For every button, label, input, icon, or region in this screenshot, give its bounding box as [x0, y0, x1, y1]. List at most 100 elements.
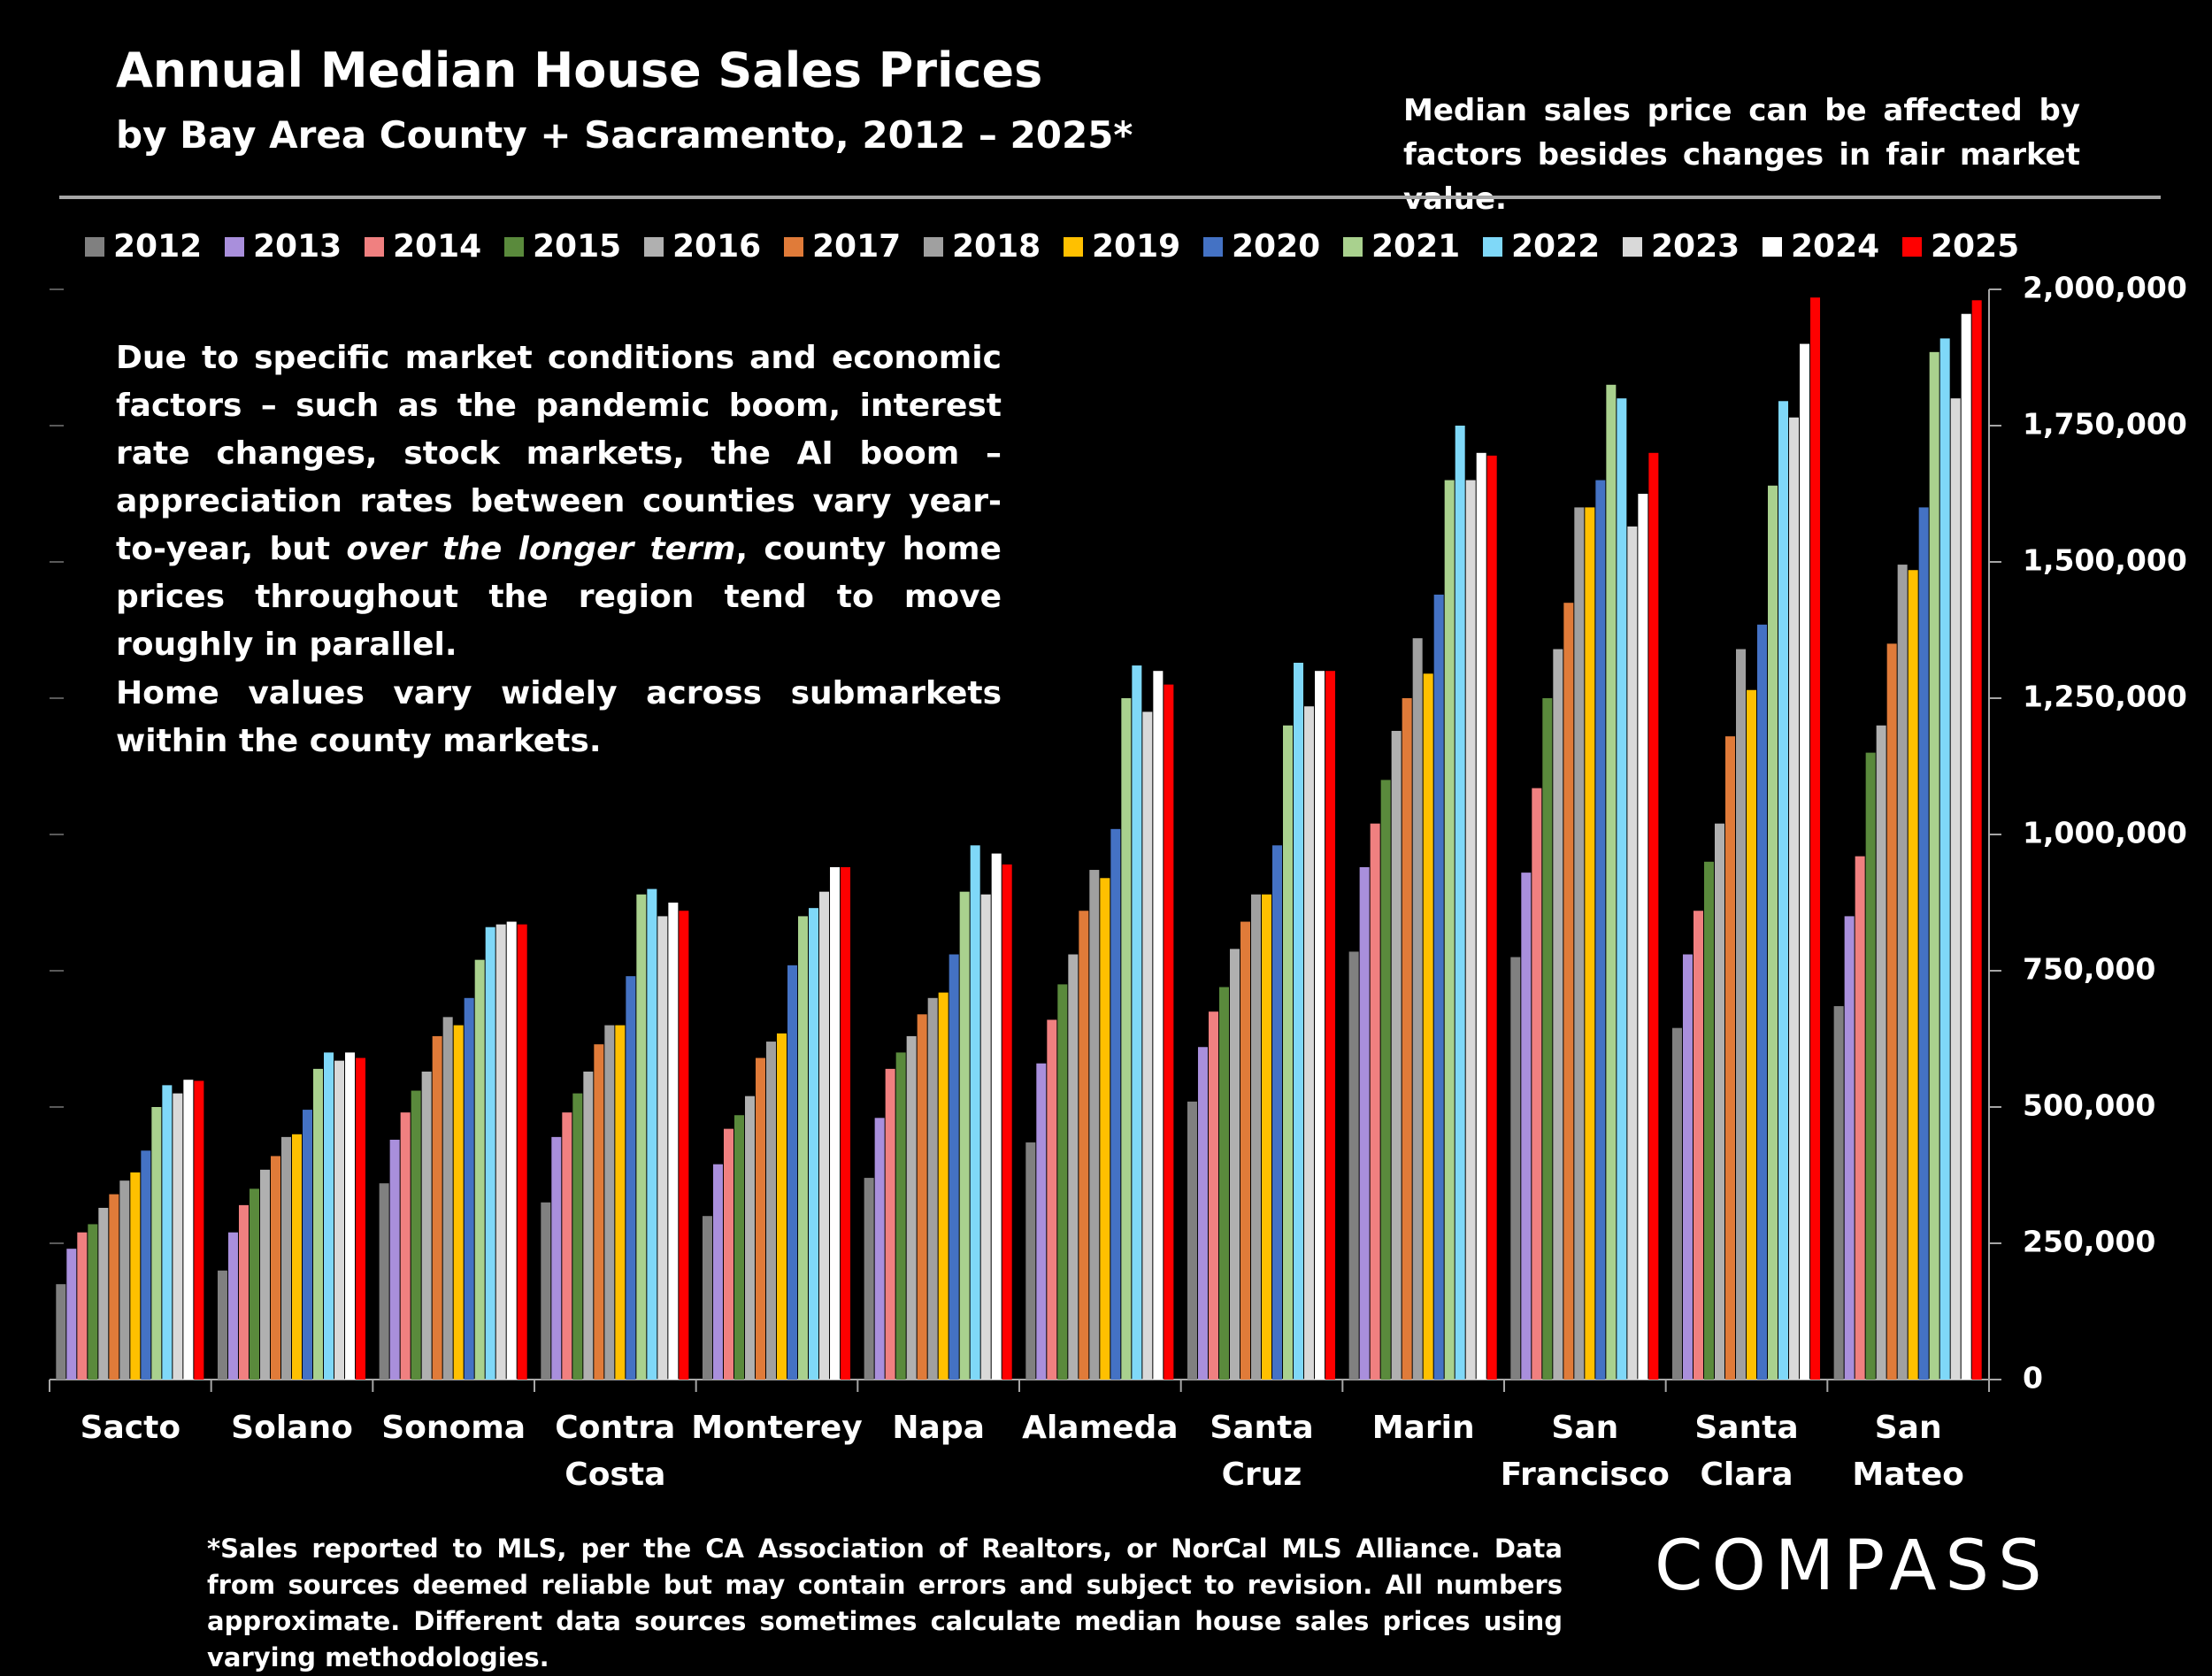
bar — [238, 1204, 249, 1380]
bar — [1283, 725, 1294, 1380]
x-tick-label: Santa Cruz — [1210, 1410, 1314, 1493]
bar — [1110, 828, 1121, 1380]
x-tick-label: Monterey — [691, 1410, 863, 1446]
legend: 2012 2013 2014 2015 2016 2017 2018 2019 2020 2021… — [85, 228, 2042, 265]
bar — [712, 1164, 723, 1380]
bar — [194, 1080, 204, 1380]
legend-item: 2020 — [1203, 228, 1343, 265]
bar — [1886, 643, 1897, 1380]
legend-label: 2020 — [1232, 228, 1321, 265]
bar — [259, 1169, 270, 1380]
divider — [59, 196, 2161, 199]
bar — [1703, 861, 1714, 1380]
bar — [1486, 455, 1497, 1380]
legend-swatch — [924, 236, 943, 257]
bar — [66, 1249, 77, 1380]
bar — [949, 954, 959, 1380]
legend-label: 2019 — [1092, 228, 1181, 265]
bar — [1532, 788, 1542, 1380]
bar — [874, 1118, 885, 1380]
x-tick-label: Solano — [231, 1410, 353, 1446]
legend-swatch — [365, 236, 384, 257]
bar — [1671, 1027, 1682, 1380]
bar — [1208, 1011, 1218, 1380]
bar — [1153, 671, 1164, 1380]
bar — [1735, 649, 1746, 1380]
annotation: Due to specific market conditions and ec… — [116, 334, 1002, 669]
bar — [1229, 949, 1240, 1380]
bar — [442, 1017, 453, 1380]
bar — [119, 1180, 130, 1380]
bar — [733, 1115, 744, 1380]
bar — [1455, 426, 1465, 1380]
bar — [162, 1085, 173, 1380]
legend-label: 2013 — [253, 228, 342, 265]
bar — [1068, 954, 1079, 1380]
bar — [809, 908, 819, 1380]
bar — [517, 924, 527, 1380]
x-tick-label: San Mateo — [1852, 1410, 1964, 1493]
chart-subtitle: by Bay Area County + Sacramento, 2012 – … — [116, 113, 1133, 157]
bar — [130, 1172, 141, 1380]
bar — [1433, 594, 1444, 1380]
bar — [1553, 649, 1563, 1380]
bar — [604, 1025, 615, 1380]
legend-item: 2018 — [924, 228, 1064, 265]
bar — [1595, 480, 1606, 1380]
bar — [1402, 698, 1412, 1380]
bar — [1897, 565, 1908, 1380]
bar — [1585, 507, 1595, 1380]
bar — [1262, 894, 1272, 1380]
bar — [895, 1052, 906, 1380]
bar — [249, 1188, 259, 1380]
bar — [777, 1033, 787, 1380]
logo: COMPASS — [1655, 1526, 2051, 1606]
legend-swatch — [225, 236, 244, 257]
bar — [1121, 698, 1132, 1380]
bar — [1939, 338, 1950, 1380]
bar — [1757, 624, 1768, 1380]
bar — [1844, 916, 1855, 1380]
bar — [755, 1057, 765, 1380]
note: Median sales price can be affected by fa… — [1403, 93, 2080, 217]
bar — [1950, 398, 1961, 1380]
legend-swatch — [1763, 236, 1782, 257]
y-tick-label: 500,000 — [2023, 1088, 2155, 1123]
bar — [1929, 351, 1939, 1380]
bar — [1047, 1019, 1057, 1380]
legend-label: 2025 — [1931, 228, 2020, 265]
bar — [1908, 570, 1918, 1380]
bar — [303, 1110, 313, 1380]
bar — [88, 1224, 98, 1380]
legend-label: 2023 — [1651, 228, 1740, 265]
bar — [1412, 638, 1423, 1380]
bar — [1876, 725, 1886, 1380]
bar — [668, 903, 679, 1380]
bar — [679, 911, 689, 1380]
legend-item: 2025 — [1902, 228, 2042, 265]
bar — [980, 894, 991, 1380]
bar — [1002, 864, 1012, 1380]
bar — [141, 1150, 151, 1380]
bar — [1465, 480, 1476, 1380]
bar — [485, 926, 495, 1380]
annotation-text: Due to specific market conditions and ec… — [116, 340, 1002, 567]
bar — [1693, 911, 1703, 1380]
bar — [77, 1232, 88, 1380]
bar — [744, 1096, 755, 1380]
bar — [1563, 603, 1574, 1380]
bar — [389, 1139, 400, 1380]
bar — [798, 916, 809, 1380]
bar — [453, 1025, 464, 1380]
bar — [1682, 954, 1693, 1380]
bar — [1724, 736, 1735, 1380]
bar — [1789, 417, 1800, 1380]
legend-swatch — [1203, 236, 1223, 257]
bar — [109, 1194, 119, 1380]
x-tick-label: Sonoma — [381, 1410, 526, 1446]
bar — [970, 845, 980, 1380]
legend-item: 2022 — [1483, 228, 1623, 265]
legend-item: 2014 — [365, 228, 504, 265]
bar — [1079, 911, 1089, 1380]
bar — [906, 1035, 917, 1380]
